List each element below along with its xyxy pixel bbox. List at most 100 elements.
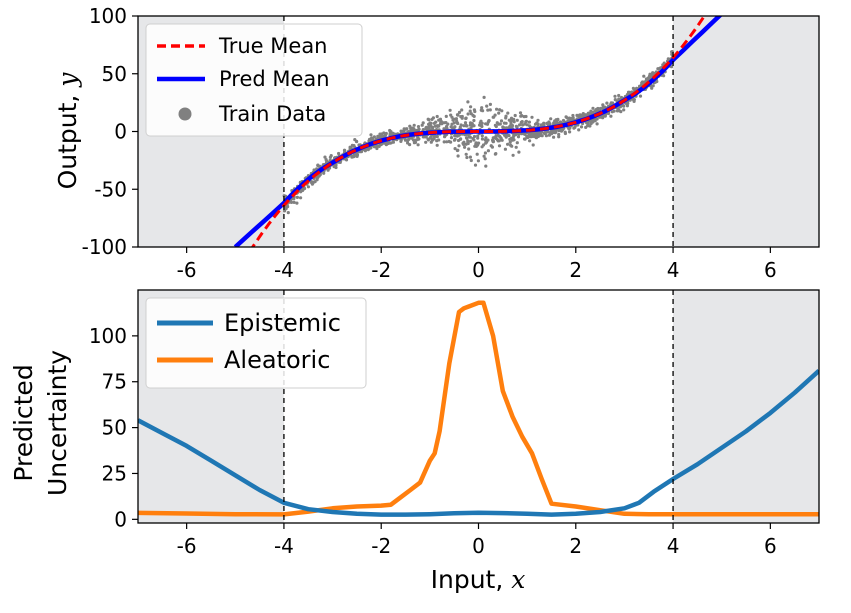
train-data-point — [453, 147, 457, 151]
x-tick-label: -2 — [371, 258, 391, 282]
train-data-point — [499, 119, 504, 123]
train-data-point — [450, 122, 454, 126]
train-data-point — [311, 180, 315, 184]
axis-title-word: Input, — [431, 565, 512, 594]
train-data-point — [431, 116, 435, 120]
train-data-point — [388, 131, 392, 135]
train-data-point — [515, 118, 519, 122]
train-data-point — [415, 138, 419, 142]
train-data-point — [508, 140, 512, 144]
train-data-point — [465, 141, 470, 146]
train-data-point — [575, 113, 579, 117]
train-data-point — [506, 142, 510, 146]
train-data-point — [594, 107, 599, 111]
train-data-point — [488, 108, 492, 112]
train-data-point — [446, 122, 450, 126]
train-data-point — [496, 139, 500, 143]
train-data-point — [617, 93, 621, 98]
train-data-point — [524, 114, 528, 119]
train-data-point — [292, 197, 296, 201]
x-tick-label: -2 — [371, 534, 391, 558]
train-data-point — [511, 153, 515, 157]
train-data-point — [474, 142, 478, 146]
train-data-point — [404, 127, 408, 131]
train-data-point — [539, 131, 543, 135]
train-data-point — [517, 132, 521, 136]
train-data-point — [500, 138, 504, 142]
train-data-point — [536, 118, 540, 122]
train-data-point — [488, 102, 492, 106]
train-data-point — [610, 101, 614, 106]
train-data-point — [650, 86, 654, 90]
top-y-axis-title: Output, y — [53, 72, 82, 190]
train-data-point — [463, 145, 467, 149]
train-data-point — [571, 116, 575, 120]
train-data-point — [436, 124, 441, 128]
train-data-point — [323, 155, 327, 159]
train-data-point — [625, 104, 630, 108]
train-data-point — [471, 113, 475, 117]
train-data-point — [617, 109, 621, 113]
train-data-point — [489, 144, 493, 148]
train-data-point — [375, 144, 379, 148]
extrapolation-shade — [673, 16, 819, 247]
train-data-point — [435, 114, 439, 119]
train-data-point — [444, 127, 448, 131]
train-data-point — [464, 152, 468, 156]
train-data-point — [622, 108, 626, 112]
train-data-point — [601, 105, 605, 109]
bottom-y-axis-title-line1: Predicted — [9, 364, 38, 481]
train-data-point — [372, 145, 376, 149]
train-data-point — [292, 200, 296, 204]
train-data-point — [619, 95, 624, 100]
train-data-point — [651, 84, 655, 88]
train-data-point — [468, 109, 472, 113]
legend-true-mean-label: True Mean — [218, 34, 328, 58]
train-data-point — [468, 123, 472, 127]
train-data-point — [495, 107, 499, 111]
train-data-point — [350, 143, 354, 147]
x-tick-label: -4 — [274, 534, 294, 558]
train-data-point — [494, 152, 498, 156]
train-data-point — [542, 131, 547, 135]
y-tick-label: 0 — [114, 507, 127, 531]
train-data-point — [299, 196, 303, 200]
train-data-point — [481, 109, 485, 113]
train-data-point — [462, 140, 466, 144]
train-data-point — [472, 138, 476, 142]
train-data-point — [613, 98, 617, 102]
train-data-point — [504, 133, 508, 137]
train-data-point — [324, 158, 328, 162]
train-data-point — [469, 158, 473, 163]
train-data-point — [577, 128, 581, 132]
train-data-point — [384, 131, 388, 136]
train-data-point — [524, 120, 528, 124]
train-data-point — [460, 108, 464, 112]
train-data-point — [464, 136, 469, 140]
top-panel: -6 -4 -2 0 2 4 6 -100 -50 0 50 100 Output, y True … — [53, 4, 820, 282]
train-data-point — [456, 148, 460, 152]
train-data-point — [449, 136, 454, 140]
train-data-point — [483, 151, 487, 155]
train-data-point — [509, 136, 514, 140]
train-data-point — [306, 185, 310, 189]
train-data-point — [316, 163, 320, 167]
train-data-point — [655, 79, 659, 84]
x-tick-label: 0 — [472, 258, 485, 282]
train-data-point — [472, 124, 476, 128]
train-data-point — [407, 136, 411, 140]
train-data-point — [497, 144, 502, 148]
train-data-point — [515, 125, 519, 129]
train-data-point — [369, 133, 373, 137]
axis-title-word: Output, — [53, 87, 82, 190]
train-data-point — [595, 122, 599, 126]
train-data-point — [443, 135, 447, 139]
train-data-point — [424, 140, 428, 144]
train-data-point — [416, 125, 421, 129]
train-data-point — [316, 175, 320, 180]
train-data-point — [353, 138, 357, 142]
x-tick-label: 4 — [667, 258, 680, 282]
train-data-point — [609, 114, 613, 118]
train-data-point — [584, 125, 588, 129]
